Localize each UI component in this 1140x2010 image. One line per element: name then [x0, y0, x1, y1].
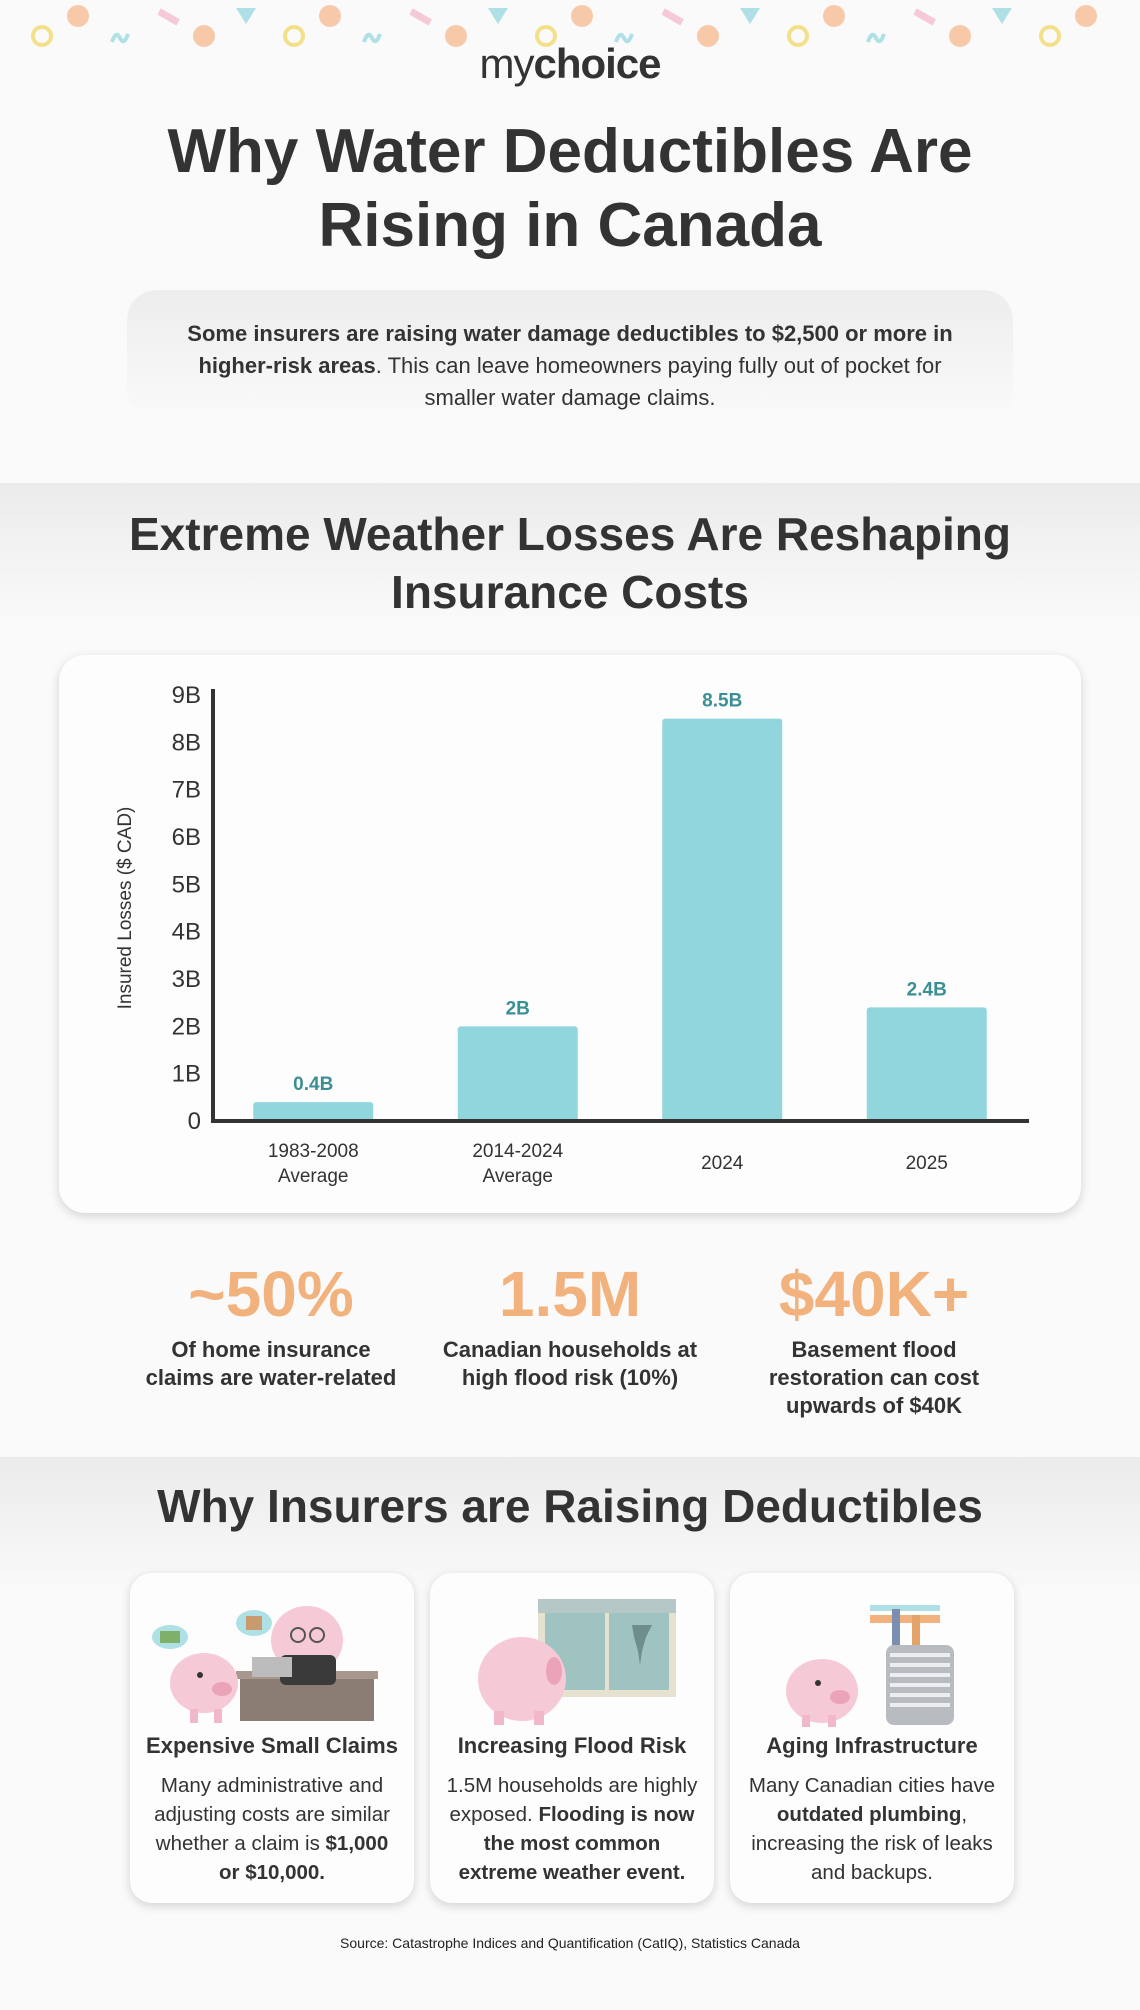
data-label: 0.4B	[293, 1074, 333, 1095]
card-body: Many Canadian cities have outdated plumb…	[748, 1774, 996, 1884]
confetti-piece	[949, 25, 971, 47]
confetti-piece	[193, 25, 215, 47]
confetti-piece	[787, 25, 809, 47]
intro-bold-text: Some insurers are raising water damage d…	[187, 321, 953, 378]
confetti-piece	[236, 8, 256, 24]
source-note: Source: Catastrophe Indices and Quantifi…	[340, 1935, 800, 1951]
intro-summary: Some insurers are raising water damage d…	[127, 290, 1013, 420]
card-aging-infrastructure: Aging Infrastructure Many Canadian citie…	[730, 1573, 1014, 1903]
confetti-piece	[697, 25, 719, 47]
section-title-deductibles: Why Insurers are Raising Deductibles	[157, 1480, 983, 1532]
data-label: 2.4B	[907, 979, 947, 1000]
confetti-decoration	[31, 5, 1097, 47]
y-tick-label: 4B	[172, 919, 201, 946]
confetti-piece	[913, 8, 936, 26]
card-title: Increasing Flood Risk	[457, 1733, 687, 1758]
card-body: Many administrative and adjusting costs …	[154, 1774, 390, 1884]
x-tick-label: 2014-2024	[472, 1141, 563, 1162]
x-tick-label: Average	[483, 1166, 553, 1187]
stat-water-claims: ~50% Of home insurance claims are water-…	[141, 1258, 401, 1392]
data-label: 8.5B	[702, 691, 742, 712]
bar	[253, 1102, 374, 1121]
piggy-bank-office-icon	[152, 1606, 378, 1723]
bar	[662, 718, 783, 1121]
stat-flood-households: 1.5M Canadian households at high flood r…	[440, 1258, 700, 1392]
confetti-piece	[571, 5, 593, 27]
confetti-piece	[661, 8, 684, 26]
losses-bar-chart: Insured Losses ($ CAD) 0 1B 2B 3B 4B 5B 6B 7B 8B 9…	[59, 655, 1081, 1213]
y-tick-label: 7B	[172, 777, 201, 804]
confetti-piece	[31, 25, 53, 47]
page-title: Why Water Deductibles Are Rising in Cana…	[167, 117, 973, 260]
bar	[457, 1026, 578, 1121]
piggy-bank-storm-window-icon	[478, 1599, 676, 1725]
confetti-piece	[866, 32, 886, 44]
y-tick-label: 5B	[172, 871, 201, 898]
y-tick-label: 0	[188, 1108, 201, 1135]
x-tick-label: Average	[278, 1166, 348, 1187]
card-increasing-flood-risk: Increasing Flood Risk 1.5M households ar…	[430, 1573, 714, 1903]
confetti-piece	[319, 5, 341, 27]
confetti-piece	[488, 8, 508, 24]
confetti-piece	[1075, 5, 1097, 27]
stat-value: $40K+	[778, 1258, 970, 1330]
confetti-piece	[1039, 25, 1061, 47]
confetti-piece	[283, 25, 305, 47]
data-label: 2B	[506, 998, 530, 1019]
confetti-piece	[740, 8, 760, 24]
confetti-piece	[445, 25, 467, 47]
intro-text: . This can leave homeowners paying fully…	[375, 353, 942, 410]
stat-description: Of home insurance claims are water-relat…	[145, 1337, 397, 1390]
confetti-piece	[992, 8, 1012, 24]
card-title: Expensive Small Claims	[146, 1733, 398, 1758]
confetti-piece	[409, 8, 432, 26]
stat-value: 1.5M	[498, 1258, 642, 1330]
confetti-piece	[823, 5, 845, 27]
stat-basement-cost: $40K+ Basement flood restoration can cos…	[744, 1258, 1004, 1420]
confetti-piece	[67, 5, 89, 27]
bar	[866, 1007, 987, 1121]
card-body: 1.5M households are highly exposed. Floo…	[446, 1774, 698, 1884]
y-tick-label: 2B	[172, 1013, 201, 1040]
confetti-piece	[535, 25, 557, 47]
y-tick-label: 9B	[172, 682, 201, 709]
x-tick-label: 1983-2008	[268, 1141, 359, 1162]
section-band-1	[0, 483, 1140, 623]
y-tick-label: 8B	[172, 729, 201, 756]
piggy-bank-water-heater-icon	[786, 1605, 954, 1727]
x-tick-label: 2024	[701, 1153, 744, 1174]
confetti-piece	[614, 32, 634, 44]
y-tick-label: 1B	[172, 1061, 201, 1088]
confetti-piece	[157, 8, 180, 26]
card-title: Aging Infrastructure	[766, 1733, 978, 1758]
x-tick-label: 2025	[906, 1153, 948, 1174]
confetti-pattern	[31, 5, 1097, 47]
bar-chart-svg: Insured Losses ($ CAD) 0 1B 2B 3B 4B 5B 6B 7B 8B 9…	[115, 682, 1029, 1187]
confetti-piece	[362, 32, 382, 44]
stat-description: Canadian households at high flood risk (…	[442, 1337, 698, 1390]
y-tick-label: 3B	[172, 966, 201, 993]
stat-value: ~50%	[188, 1258, 354, 1330]
card-expensive-small-claims: Expensive Small Claims Many administrati…	[130, 1573, 414, 1903]
confetti-piece	[110, 32, 130, 44]
y-axis-label: Insured Losses ($ CAD)	[115, 807, 136, 1010]
stat-description: Basement flood restoration can cost upwa…	[768, 1337, 980, 1418]
y-tick-label: 6B	[172, 824, 201, 851]
mychoice-logo[interactable]: mychoice	[479, 40, 661, 87]
section-title-losses: Extreme Weather Losses Are Reshaping Ins…	[129, 508, 1011, 618]
